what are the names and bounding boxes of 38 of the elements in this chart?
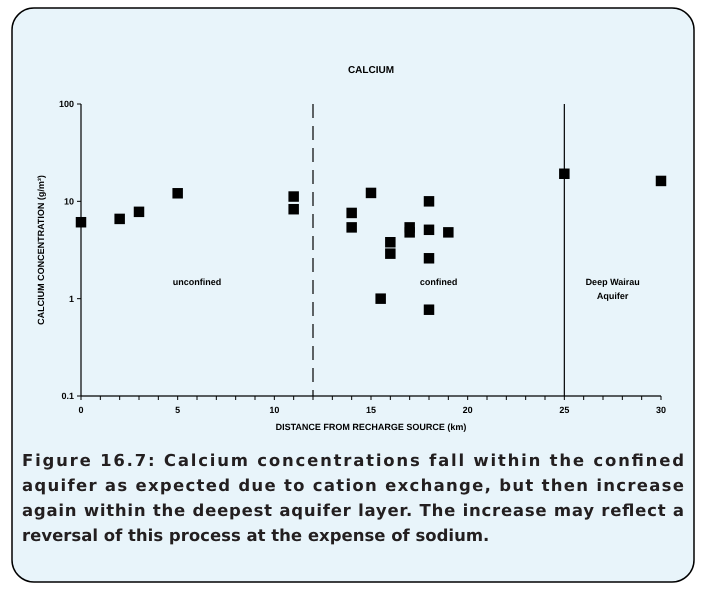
annotation: unconfined bbox=[172, 277, 222, 287]
point bbox=[366, 188, 376, 198]
point bbox=[385, 248, 396, 259]
x-axis-title: DISTANCE FROM RECHARGE SOURCE (km) bbox=[276, 422, 466, 432]
point bbox=[134, 206, 144, 218]
chart-title: CALCIUM bbox=[348, 65, 394, 76]
x-tick-label: 10 bbox=[269, 405, 280, 415]
point bbox=[288, 191, 299, 202]
point bbox=[424, 304, 434, 315]
point bbox=[443, 227, 454, 238]
y-tick-label: 10 bbox=[64, 196, 74, 206]
point bbox=[114, 214, 125, 224]
x-tick-label: 15 bbox=[366, 405, 376, 415]
point bbox=[385, 236, 396, 248]
point bbox=[424, 196, 434, 207]
annotation: confined bbox=[420, 277, 458, 287]
point bbox=[76, 216, 86, 228]
y-tick-label: 1 bbox=[68, 294, 74, 304]
point bbox=[288, 204, 299, 214]
x-tick-label: 0 bbox=[78, 405, 84, 415]
y-tick-label: 100 bbox=[58, 99, 74, 110]
point bbox=[424, 224, 434, 236]
point bbox=[656, 176, 666, 186]
point bbox=[172, 188, 183, 199]
point bbox=[375, 293, 386, 304]
point bbox=[346, 208, 357, 218]
y-axis-title: CALCIUM CONCENTRATION (g/m³) bbox=[36, 175, 46, 325]
y-tick-label: 0.1 bbox=[61, 391, 74, 402]
x-tick-label: 5 bbox=[175, 405, 180, 415]
x-tick-label: 30 bbox=[656, 405, 666, 415]
point bbox=[559, 168, 570, 180]
caption: Figure 16.7: Calcium concentrations fall within the confined aquifer as expected due to cation exchange, but then increase again within the deepest aquifer layer. The increase may reflect a reversal of this process at the expense of sodium. bbox=[22, 451, 684, 545]
point bbox=[404, 227, 415, 238]
annotation: Deep Wairau Aquifer bbox=[586, 277, 640, 301]
x-tick-label: 20 bbox=[462, 405, 473, 415]
point bbox=[346, 222, 357, 233]
point bbox=[424, 253, 434, 264]
x-tick-label: 25 bbox=[559, 405, 570, 415]
